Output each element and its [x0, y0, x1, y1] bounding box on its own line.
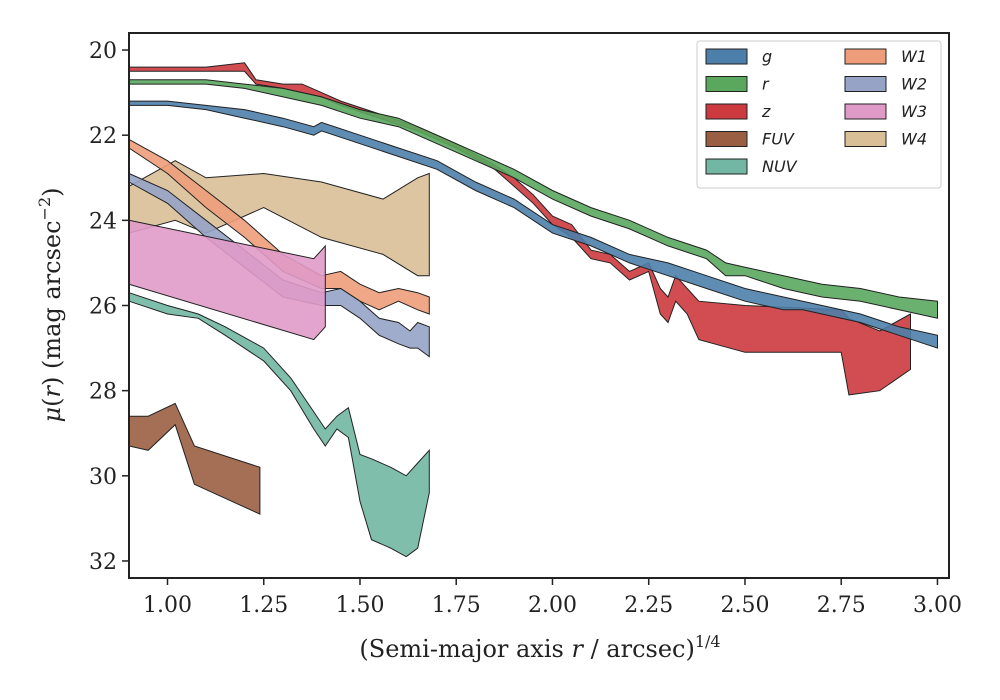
legend-label-fuv: FUV [762, 130, 795, 149]
x-tick-label: 2.50 [720, 593, 769, 618]
legend-label-nuv: NUV [762, 157, 798, 176]
x-axis-label: (Semi-major axis r / arcsec)1/4 [359, 632, 720, 663]
legend-swatch-nuv [705, 158, 748, 175]
legend-swatch-w2 [844, 76, 887, 92]
y-tick-label: 22 [89, 124, 117, 149]
legend: grz FUV NUV W1 W2 W3 W4 [696, 40, 942, 189]
x-tick-label: 2.25 [624, 593, 673, 618]
y-axis-ticks: 20 22 24 26 28 30 32 [89, 39, 129, 575]
y-tick-label: 26 [89, 295, 117, 320]
x-tick-label: 2.75 [817, 593, 866, 618]
x-tick-label: 1.00 [143, 593, 192, 618]
legend-label-g: g [762, 47, 772, 66]
y-tick-label: 20 [89, 39, 117, 64]
x-tick-label: 1.50 [335, 593, 384, 618]
y-tick-label: 32 [89, 550, 117, 575]
legend-label-w3: W3 [901, 102, 927, 121]
legend-swatch-g [705, 48, 748, 65]
y-tick-label: 24 [89, 209, 117, 234]
y-tick-label: 30 [89, 465, 117, 490]
legend-label-z: z [761, 102, 771, 121]
band-r [128, 79, 938, 319]
legend-label-w4: W4 [901, 130, 927, 149]
y-tick-label: 28 [89, 380, 117, 405]
legend-swatch-fuv [705, 131, 748, 147]
legend-swatch-z [705, 103, 748, 120]
legend-swatch-r [705, 76, 748, 92]
legend-label-w1: W1 [901, 47, 927, 66]
x-axis-ticks: 1.00 1.25 1.50 1.75 2.00 2.25 2.50 2.75 3.00 [143, 578, 962, 618]
x-tick-label: 1.75 [432, 593, 481, 618]
y-axis-label: μ(r) (mag arcsec−2) [35, 187, 66, 422]
x-tick-label: 1.25 [239, 593, 288, 618]
band-nuv [128, 292, 430, 558]
legend-swatch-w4 [844, 131, 887, 147]
x-tick-label: 2.00 [528, 593, 577, 618]
legend-label-r: r [762, 75, 770, 94]
band-g [128, 100, 938, 349]
x-tick-label: 3.00 [913, 593, 962, 618]
legend-swatch-w1 [844, 48, 887, 65]
legend-label-w2: W2 [901, 75, 927, 94]
band-profiles [128, 62, 938, 558]
band-fuv [128, 402, 261, 515]
legend-swatch-w3 [844, 103, 887, 120]
